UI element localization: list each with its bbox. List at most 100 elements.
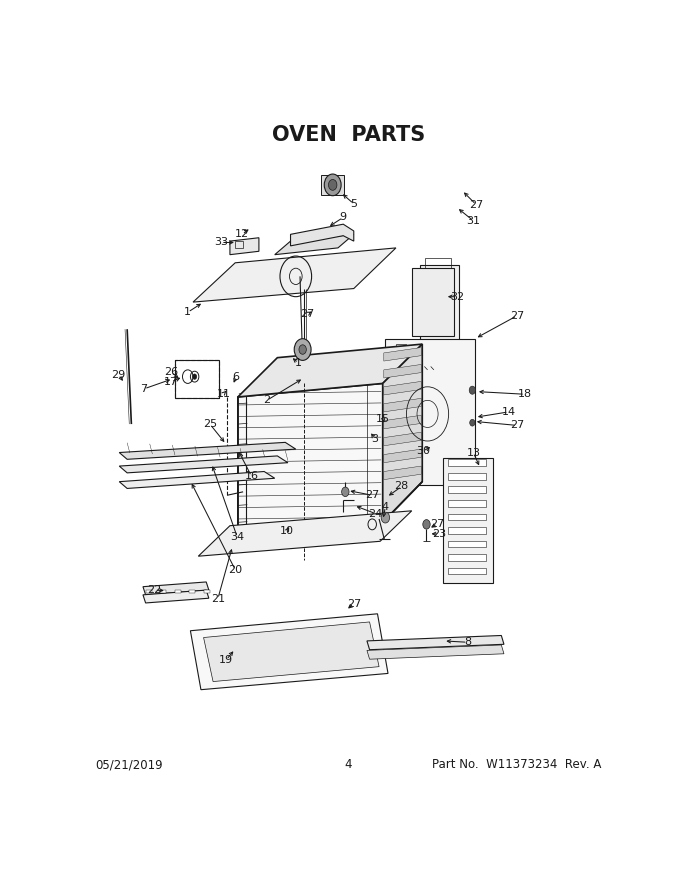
Polygon shape [238,344,422,397]
Text: 14: 14 [502,407,515,417]
Text: Part No.  W11373234  Rev. A: Part No. W11373234 Rev. A [432,758,602,771]
Text: 13: 13 [466,448,480,458]
Circle shape [470,420,475,426]
Text: 33: 33 [214,238,228,247]
Polygon shape [384,432,421,446]
Polygon shape [230,238,259,254]
Text: 2: 2 [263,395,271,406]
Text: 27: 27 [300,309,314,319]
Bar [396,344,407,356]
Polygon shape [384,348,421,361]
Bar [447,459,486,466]
Polygon shape [384,399,421,412]
Text: 29: 29 [112,370,126,379]
Text: 6: 6 [233,371,240,382]
Polygon shape [384,364,421,378]
Text: 26: 26 [164,367,178,377]
Text: 18: 18 [518,389,532,400]
Circle shape [192,374,197,379]
Bar [425,258,452,272]
Polygon shape [420,265,459,342]
Bar [175,590,181,593]
Bar [235,241,243,248]
Polygon shape [119,443,296,459]
Polygon shape [386,340,475,485]
Circle shape [324,174,341,195]
Text: 30: 30 [415,446,430,456]
Polygon shape [199,510,412,556]
Bar [425,282,438,292]
Text: 28: 28 [394,481,409,491]
Bar [189,590,195,593]
Text: 27: 27 [347,598,361,609]
Polygon shape [143,590,209,603]
Text: 8: 8 [464,637,471,648]
Text: 27: 27 [365,490,379,500]
Text: 22: 22 [148,585,162,595]
Bar [447,540,486,547]
Circle shape [381,512,390,523]
Bar [447,568,486,575]
Circle shape [469,386,475,394]
Text: 1: 1 [295,358,302,368]
Text: 3: 3 [371,434,378,444]
Circle shape [341,488,349,496]
Text: 7: 7 [141,384,148,394]
Text: 27: 27 [510,421,524,430]
Text: 32: 32 [450,291,464,302]
Polygon shape [367,645,504,659]
Text: 20: 20 [228,565,242,575]
Polygon shape [384,449,421,463]
Text: 19: 19 [219,655,233,665]
Polygon shape [238,384,383,536]
Circle shape [299,345,306,355]
Polygon shape [275,234,354,254]
Text: 24: 24 [369,509,383,518]
Bar [447,487,486,493]
Bar [175,360,220,399]
Polygon shape [443,458,494,583]
Text: 11: 11 [217,389,231,399]
Polygon shape [190,614,388,690]
Text: 23: 23 [432,529,446,539]
Text: 27: 27 [469,200,483,209]
Text: 17: 17 [164,377,178,387]
Bar [203,590,210,593]
Bar [160,590,167,593]
Text: 1: 1 [184,307,191,318]
Text: 4: 4 [345,758,352,771]
Polygon shape [384,415,421,429]
Polygon shape [203,622,379,681]
Polygon shape [367,635,504,649]
Text: 31: 31 [466,216,480,226]
Text: 27: 27 [430,518,445,529]
Bar [447,527,486,534]
Text: 5: 5 [350,199,357,209]
Circle shape [328,180,337,190]
Text: 25: 25 [203,419,217,429]
Text: 05/21/2019: 05/21/2019 [95,758,163,771]
Text: 9: 9 [340,212,347,223]
Polygon shape [193,248,396,302]
Polygon shape [384,466,421,480]
Text: OVEN  PARTS: OVEN PARTS [272,126,425,145]
Bar [447,554,486,561]
Polygon shape [412,268,454,336]
Bar [447,514,486,520]
Text: 15: 15 [376,414,390,423]
Text: 21: 21 [211,594,225,604]
Polygon shape [119,472,275,488]
Bar [447,473,486,480]
Circle shape [294,339,311,361]
Circle shape [423,519,430,529]
Bar [321,175,344,195]
Bar [146,590,152,593]
Text: 34: 34 [231,532,244,542]
Text: 27: 27 [510,311,524,320]
Bar [447,500,486,507]
Polygon shape [383,344,422,523]
Text: 4: 4 [382,502,389,512]
Text: 10: 10 [280,526,294,536]
Text: 16: 16 [245,472,258,481]
Polygon shape [119,456,288,473]
